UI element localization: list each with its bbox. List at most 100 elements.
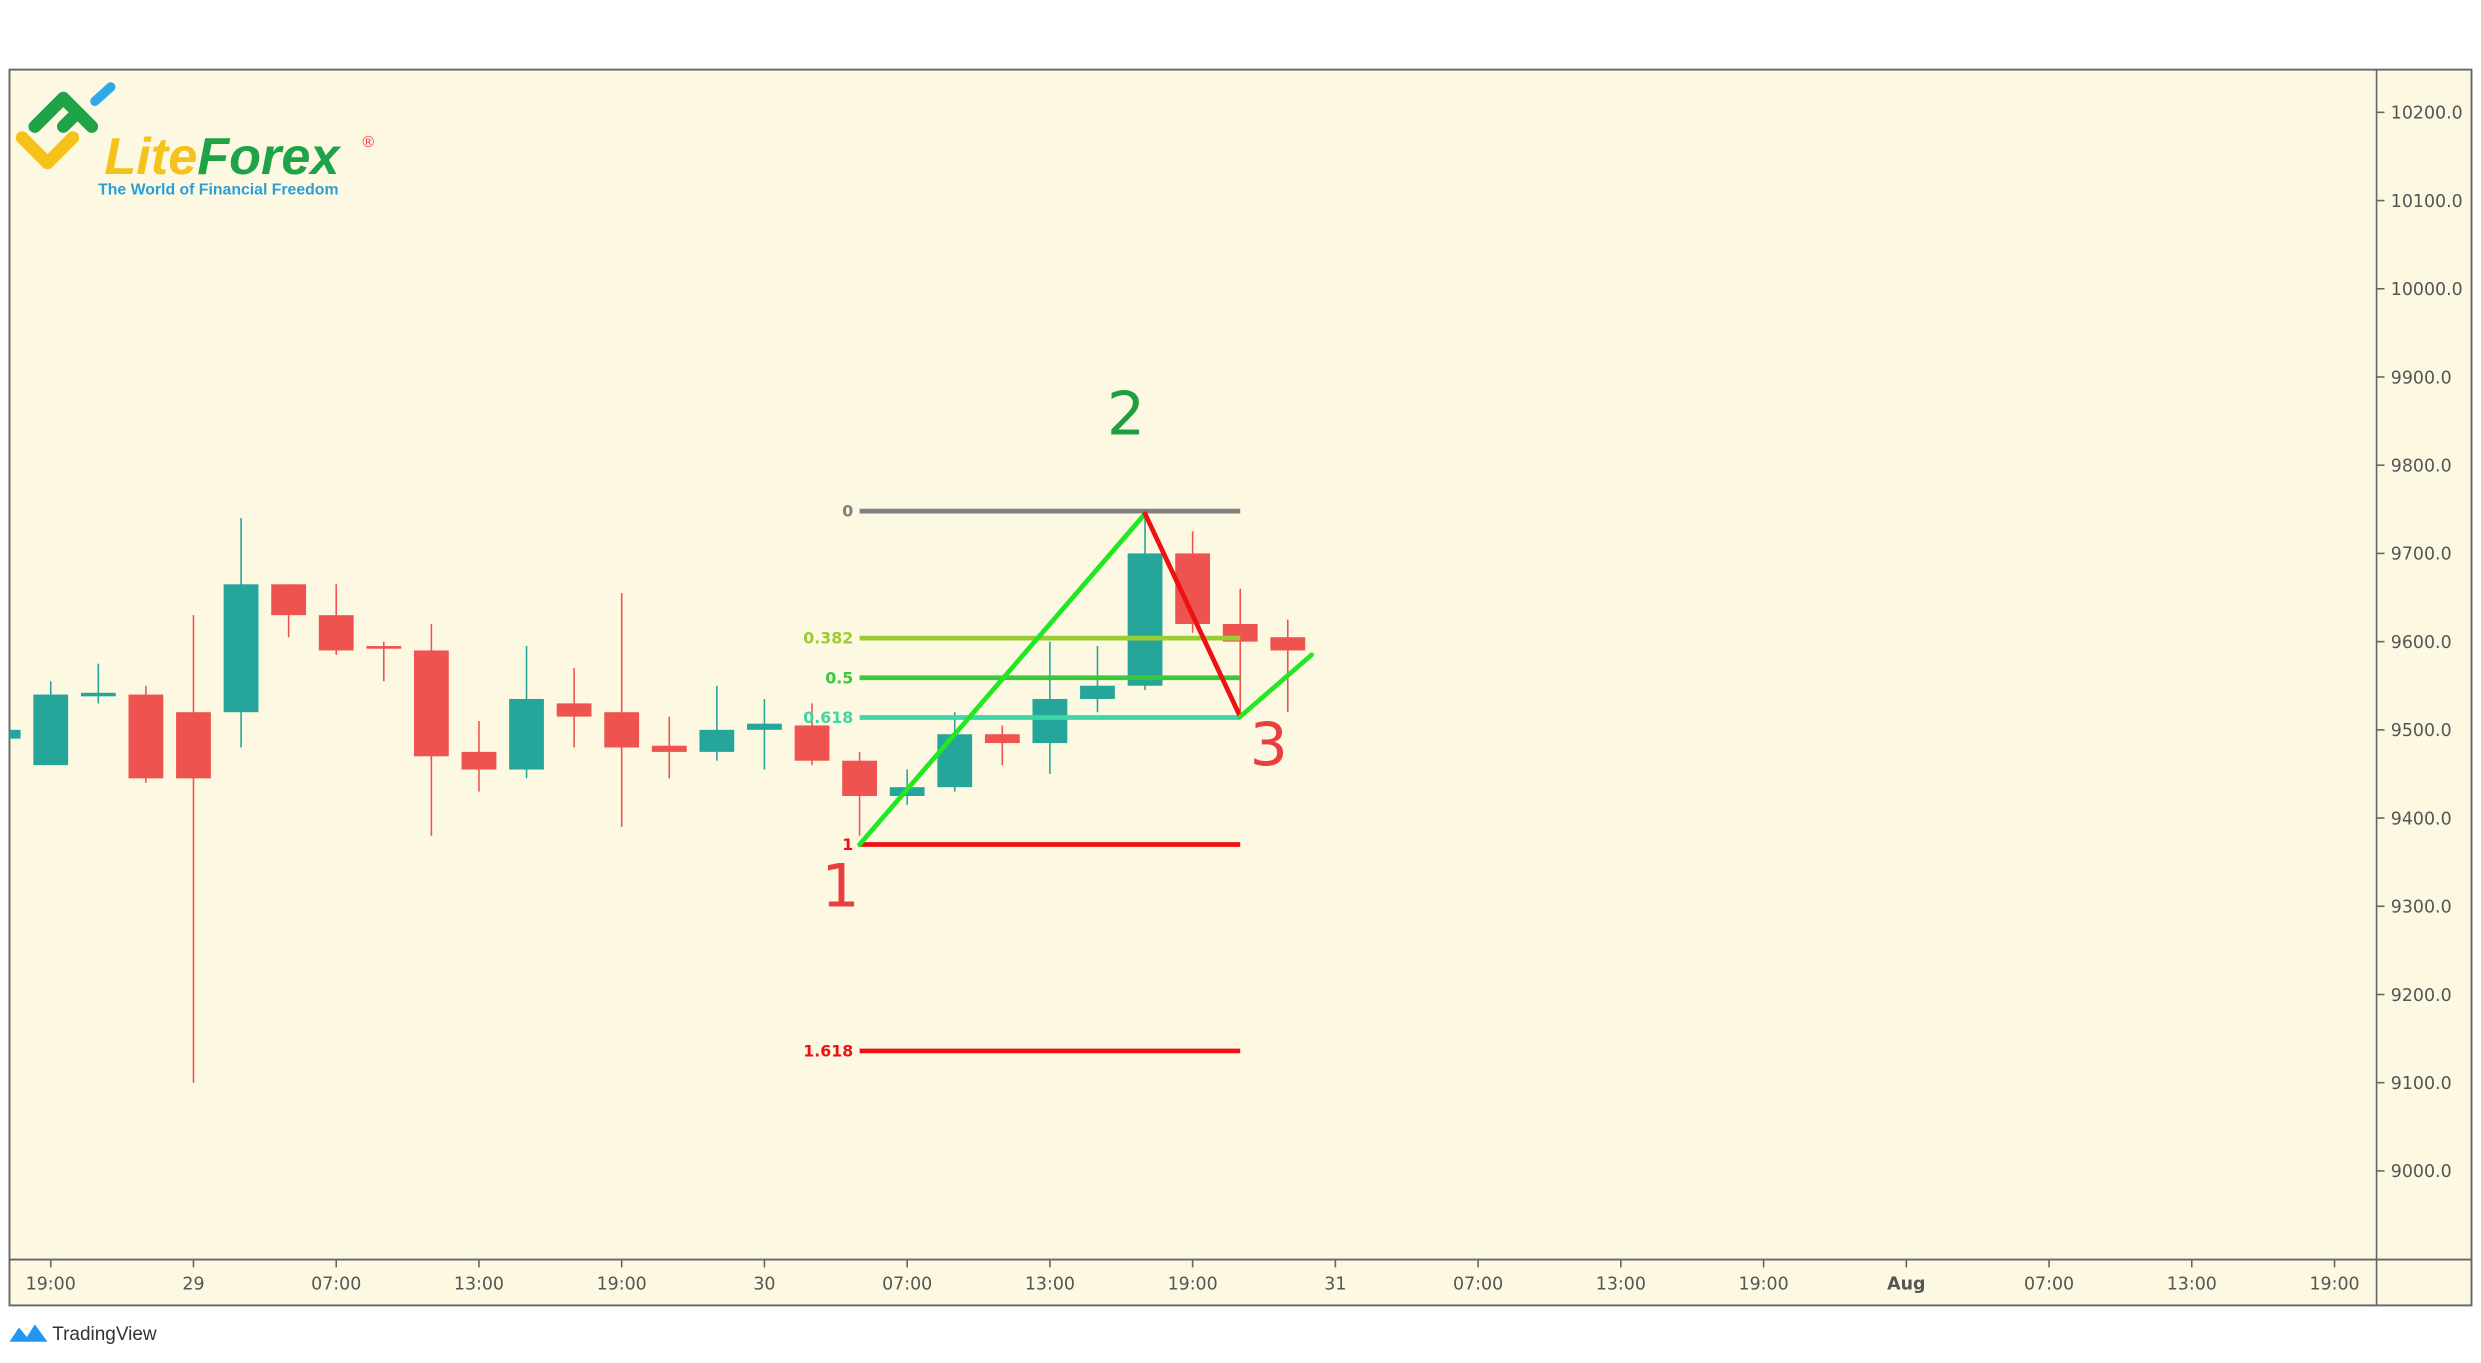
candle-partial	[9, 729, 21, 739]
time-tick-label: 07:00	[882, 1275, 932, 1295]
price-tick-label: 9700.0	[2391, 545, 2452, 565]
candle-down[interactable]	[413, 623, 449, 836]
candle-body	[604, 712, 640, 748]
fibonacci-retracement[interactable]: 0 0.382 0.5 0.618 1 1.618	[803, 502, 1241, 1061]
time-tick-label: 13:00	[1025, 1275, 1075, 1295]
candle-up[interactable]	[223, 518, 259, 748]
price-tick-label: 10200.0	[2391, 104, 2463, 124]
time-tick-label: 13:00	[2167, 1275, 2217, 1295]
time-tick-label: 19:00	[597, 1275, 647, 1295]
candle-up[interactable]	[1032, 641, 1068, 774]
candle-body	[747, 723, 782, 730]
price-tick-label: 9900.0	[2391, 368, 2452, 388]
time-tick-label: 19:00	[1168, 1275, 1218, 1295]
candle-down[interactable]	[128, 685, 164, 783]
fib-level-label: 0.5	[825, 668, 853, 687]
candle-down[interactable]	[366, 641, 402, 682]
candle-up[interactable]	[33, 681, 69, 766]
fib-level-label: 1.618	[803, 1041, 853, 1060]
time-tick-label: 07:00	[2024, 1275, 2074, 1295]
candle-down[interactable]	[1270, 619, 1306, 713]
candle-body	[699, 729, 735, 752]
wave-line	[857, 511, 1148, 847]
candle-body	[1032, 698, 1068, 744]
wave-line	[1237, 652, 1314, 719]
price-tick-label: 10100.0	[2391, 192, 2463, 212]
tradingview-attribution[interactable]: TradingView	[9, 1324, 157, 1345]
candle-body	[318, 615, 354, 651]
logo-text-lite: Lite	[104, 128, 197, 186]
candle-body	[271, 584, 307, 616]
time-tick-label: 29	[182, 1275, 204, 1295]
candle-body	[1270, 637, 1306, 651]
time-tick-label: 31	[1324, 1275, 1346, 1295]
time-tick-label: 13:00	[454, 1275, 504, 1295]
logo-mark-icon	[15, 82, 116, 170]
tradingview-label: TradingView	[52, 1324, 157, 1345]
candle-body	[413, 650, 449, 757]
candle-down[interactable]	[461, 721, 497, 792]
time-tick-label: 19:00	[26, 1275, 76, 1295]
price-tick-label: 9500.0	[2391, 721, 2452, 741]
candle-up[interactable]	[937, 712, 973, 792]
wave-line	[1142, 511, 1243, 719]
candle-body	[1080, 685, 1115, 699]
fib-level-label: 1	[842, 835, 853, 854]
candle-body	[984, 734, 1020, 744]
candle-down[interactable]	[271, 584, 307, 638]
candle-body	[9, 729, 21, 739]
time-tick-label: 19:00	[2309, 1275, 2359, 1295]
candles-group	[9, 513, 1306, 1083]
candle-body	[937, 734, 973, 788]
plot-area[interactable]: 0 0.382 0.5 0.618 1 1.618 1 2 3	[9, 379, 1314, 1083]
tradingview-logo-icon	[9, 1324, 48, 1342]
price-tick-label: 10000.0	[2391, 280, 2463, 300]
time-tick-label: 13:00	[1596, 1275, 1646, 1295]
price-tick-label: 9100.0	[2391, 1074, 2452, 1094]
fib-level-label: 0	[842, 502, 853, 521]
candle-body	[80, 692, 116, 697]
price-axis[interactable]: 10200.0 10100.0 10000.0 9900.0 9800.0 9700.0 9…	[2376, 104, 2463, 1183]
candle-body	[509, 698, 544, 770]
candle-body	[461, 751, 497, 770]
candle-down[interactable]	[794, 703, 830, 766]
candle-up[interactable]	[1127, 513, 1163, 691]
time-tick-label: Aug	[1887, 1275, 1925, 1295]
candle-up[interactable]	[80, 663, 116, 704]
candle-body	[556, 703, 592, 717]
price-tick-label: 9600.0	[2391, 633, 2452, 653]
wave-label-1: 1	[821, 851, 859, 921]
logo-tagline: The World of Financial Freedom	[98, 182, 338, 199]
candle-down[interactable]	[176, 615, 211, 1083]
candle-down[interactable]	[842, 751, 877, 836]
candle-body	[842, 760, 877, 796]
candle-down[interactable]	[651, 716, 687, 779]
fib-level-label: 0.382	[803, 629, 853, 648]
fib-level-label: 0.618	[803, 708, 853, 727]
price-tick-label: 9200.0	[2391, 986, 2452, 1006]
candle-body	[128, 694, 164, 779]
svg-text:LiteForex: LiteForex	[104, 128, 341, 186]
time-tick-label: 19:00	[1739, 1275, 1789, 1295]
candle-down[interactable]	[318, 584, 354, 655]
candle-body	[223, 584, 259, 713]
wave-label-2: 2	[1107, 379, 1145, 449]
candle-up[interactable]	[509, 646, 544, 779]
candle-body	[794, 725, 830, 761]
price-tick-label: 9400.0	[2391, 809, 2452, 829]
candle-down[interactable]	[556, 668, 592, 748]
price-tick-label: 9300.0	[2391, 898, 2452, 918]
candle-body	[1127, 553, 1163, 686]
candle-body	[651, 745, 687, 752]
candle-body	[33, 694, 69, 766]
wave-label-3: 3	[1250, 710, 1288, 780]
candle-down[interactable]	[984, 725, 1020, 766]
price-tick-label: 9000.0	[2391, 1162, 2452, 1182]
time-axis[interactable]: 19:00 29 07:00 13:00 19:00 30 07:00 13:00 19:00 3…	[26, 1259, 2360, 1295]
candle-up[interactable]	[747, 698, 782, 770]
candle-down[interactable]	[604, 593, 640, 827]
candle-up[interactable]	[699, 685, 735, 761]
candle-body	[176, 712, 211, 779]
liteforex-logo: LiteForex ® The World of Financial Freed…	[15, 82, 374, 199]
